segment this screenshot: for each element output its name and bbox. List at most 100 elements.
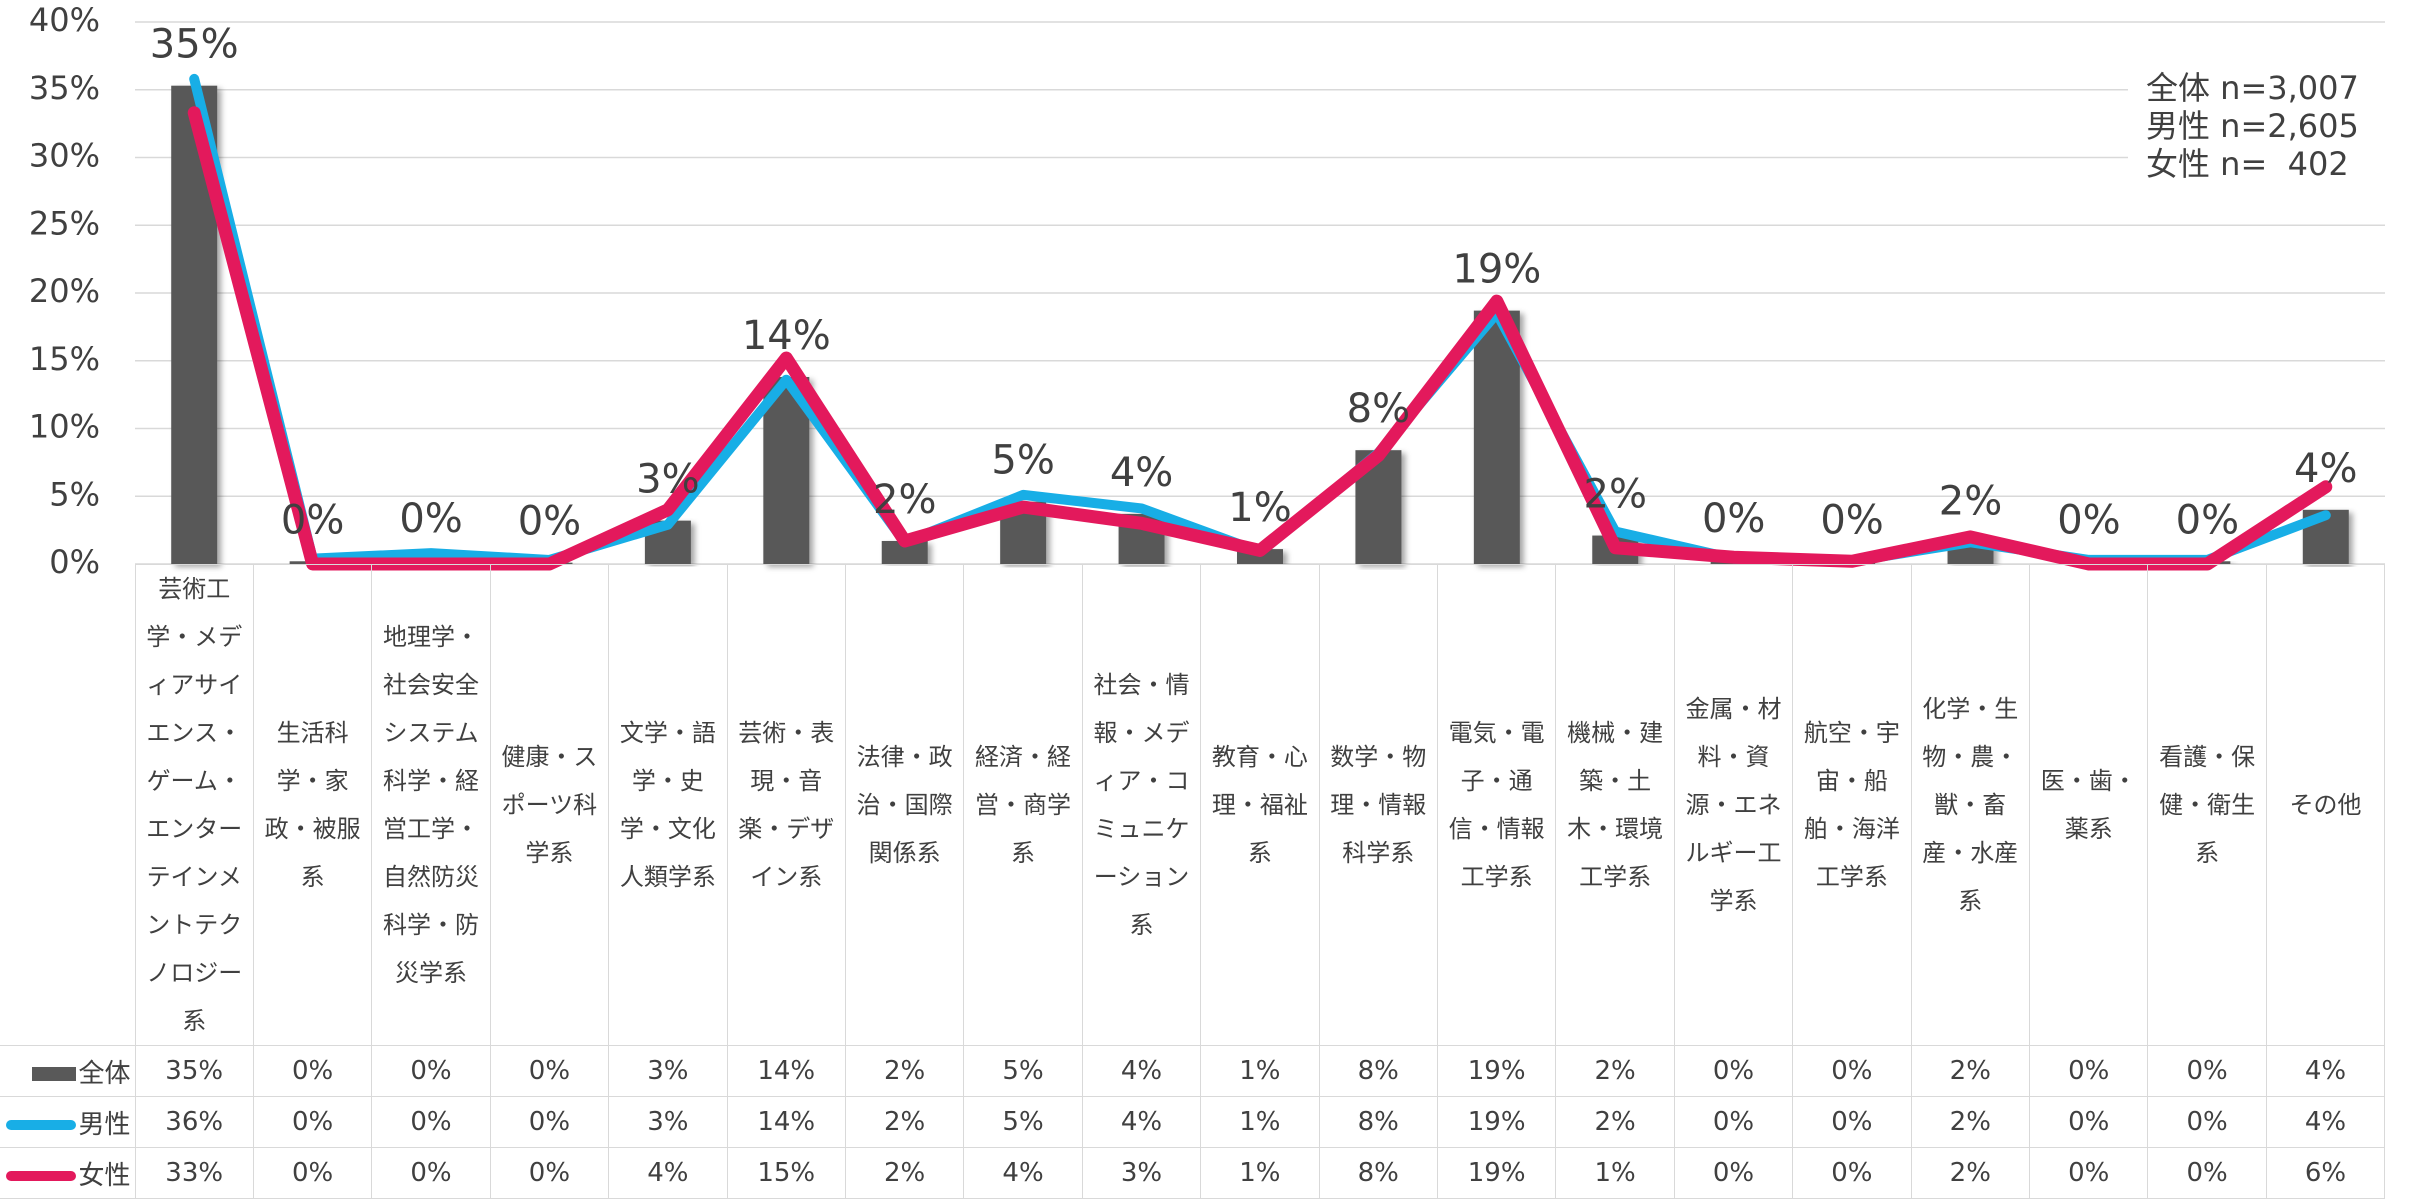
table-cell: 0% (489, 1045, 610, 1097)
x-tick-label: 文学・語学・史学・文化人類学系 (608, 564, 728, 1046)
table-cell: 0% (1792, 1147, 1912, 1199)
data-label: 3% (636, 457, 699, 503)
x-tick-label: 法律・政治・国際関係系 (844, 564, 965, 1046)
x-tick-label: 芸術工学・メディアサイエンス・ゲーム・エンターテインメントテクノロジー系 (134, 564, 254, 1046)
table-cell: 2% (1555, 1045, 1675, 1097)
x-tick-label: 看護・保健・衛生系 (2147, 564, 2267, 1046)
data-table: 芸術工学・メディアサイエンス・ゲーム・エンターテインメントテクノロジー系 生活科学… (0, 564, 2386, 1199)
table-cell: 36% (134, 1096, 254, 1148)
data-label: 14% (742, 313, 831, 359)
legend-label: 男性 (78, 1109, 131, 1140)
data-label: 0% (2176, 497, 2239, 543)
y-tick-label: 5% (49, 475, 100, 513)
x-tick-label: 健康・スポーツ科学系 (489, 564, 610, 1046)
table-cell: 0% (1792, 1045, 1912, 1097)
series-row: 男性 36% 0% 0% 0% 3% 14% 2% 5% 4% 1% 8% 19% 2% 0% 0% 2% 0% 0… (0, 1096, 2386, 1148)
data-label: 35% (150, 22, 239, 68)
table-cell: 8% (1318, 1147, 1438, 1199)
x-tick-label: 数学・物理・情報科学系 (1318, 564, 1438, 1046)
table-cell: 0% (2028, 1045, 2149, 1097)
data-label: 2% (1939, 478, 2002, 524)
chart: 0% 5% 10% 15% 20% 25% 30% 35% 40% 35% 0% 0% 0% 3% 14% 2… (28, 1, 2388, 581)
x-tick-label: 教育・心理・福祉系 (1200, 564, 1320, 1046)
legend-label: 女性 (78, 1160, 131, 1191)
table-cell: 2% (844, 1147, 965, 1199)
data-label: 5% (991, 438, 1054, 484)
table-cell: 0% (371, 1045, 491, 1097)
row-header: 女性 (0, 1147, 136, 1199)
y-tick-label: 40% (29, 1, 100, 39)
y-tick-label: 35% (29, 69, 100, 107)
table-cell: 1% (1555, 1147, 1675, 1199)
table-cell: 15% (726, 1147, 846, 1199)
data-label: 4% (2294, 446, 2357, 492)
table-cell: 5% (963, 1096, 1083, 1148)
table-cell: 4% (2265, 1096, 2386, 1148)
x-tick-label: 社会・情報・メディア・コミュニケーション系 (1081, 564, 1202, 1046)
legend-label: 全体 (78, 1058, 131, 1089)
y-tick-label: 25% (29, 204, 100, 242)
x-tick-label: 金属・材料・資源・エネルギー工学系 (1673, 564, 1794, 1046)
table-cell: 1% (1200, 1096, 1320, 1148)
table-cell: 4% (1081, 1096, 1202, 1148)
table-cell: 0% (2147, 1096, 2267, 1148)
table-cell: 5% (963, 1045, 1083, 1097)
table-cell: 3% (1081, 1147, 1202, 1199)
table-cell: 0% (252, 1045, 373, 1097)
legend-box (2128, 62, 2388, 190)
x-tick-label: 芸術・表現・音楽・デザイン系 (726, 564, 846, 1046)
row-header: 男性 (0, 1096, 136, 1148)
bar (881, 540, 928, 564)
table-cell: 0% (252, 1096, 373, 1148)
table-cell: 0% (1673, 1147, 1794, 1199)
table-cell: 1% (1200, 1147, 1320, 1199)
category-row: 芸術工学・メディアサイエンス・ゲーム・エンターテインメントテクノロジー系 生活科学… (0, 564, 2386, 1046)
data-label: 8% (1347, 386, 1410, 432)
table-cell: 8% (1318, 1045, 1438, 1097)
data-label: 0% (1702, 496, 1765, 542)
table-cell: 4% (608, 1147, 728, 1199)
table-cell: 19% (1436, 1096, 1557, 1148)
table-cell: 2% (1555, 1096, 1675, 1148)
y-tick-label: 20% (29, 272, 100, 310)
table-cell: 14% (726, 1096, 846, 1148)
series-row: 女性 33% 0% 0% 0% 4% 15% 2% 4% 3% 1% 8% 19% 1% 0% 0% 2% 0% 0… (0, 1147, 2386, 1199)
data-label: 2% (873, 477, 936, 523)
legend-swatch (6, 1171, 77, 1181)
data-label: 0% (281, 497, 344, 543)
table-cell: 0% (489, 1096, 610, 1148)
series-row: 全体 35% 0% 0% 0% 3% 14% 2% 5% 4% 1% 8% 19% 2% 0% 0% 2% 0% 0… (0, 1045, 2386, 1097)
table-cell: 4% (963, 1147, 1083, 1199)
x-tick-label: 生活科学・家政・被服系 (252, 564, 373, 1046)
table-cell: 3% (608, 1045, 728, 1097)
table-cell: 1% (1200, 1045, 1320, 1097)
x-tick-label: 化学・生物・農・獣・畜産・水産系 (1910, 564, 2031, 1046)
data-label: 0% (518, 499, 581, 545)
table-cell: 0% (371, 1147, 491, 1199)
annotation: 女性 n= 402 (2146, 145, 2349, 183)
table-cell: 3% (608, 1096, 728, 1148)
table-cell: 0% (489, 1147, 610, 1199)
row-header: 全体 (0, 1045, 136, 1097)
y-tick-label: 15% (29, 340, 100, 378)
corner (0, 564, 136, 1046)
annotation: 男性 n=2,605 (2146, 107, 2359, 145)
table-cell: 0% (2028, 1096, 2149, 1148)
table-cell: 0% (2028, 1147, 2149, 1199)
table-cell: 6% (2265, 1147, 2386, 1199)
table-cell: 19% (1436, 1147, 1557, 1199)
data-label: 2% (1584, 472, 1647, 518)
x-tick-label: 機械・建築・土木・環境工学系 (1555, 564, 1675, 1046)
table-cell: 2% (844, 1096, 965, 1148)
annotation: 全体 n=3,007 (2146, 69, 2359, 107)
x-tick-label: 医・歯・薬系 (2028, 564, 2149, 1046)
x-tick-label: 電気・電子・通信・情報工学系 (1436, 564, 1557, 1046)
table-cell: 2% (1910, 1096, 2031, 1148)
table-cell: 0% (252, 1147, 373, 1199)
y-tick-label: 30% (29, 137, 100, 175)
data-label: 1% (1228, 485, 1291, 531)
table-cell: 0% (2147, 1045, 2267, 1097)
legend-swatch (6, 1120, 77, 1130)
table-cell: 2% (844, 1045, 965, 1097)
